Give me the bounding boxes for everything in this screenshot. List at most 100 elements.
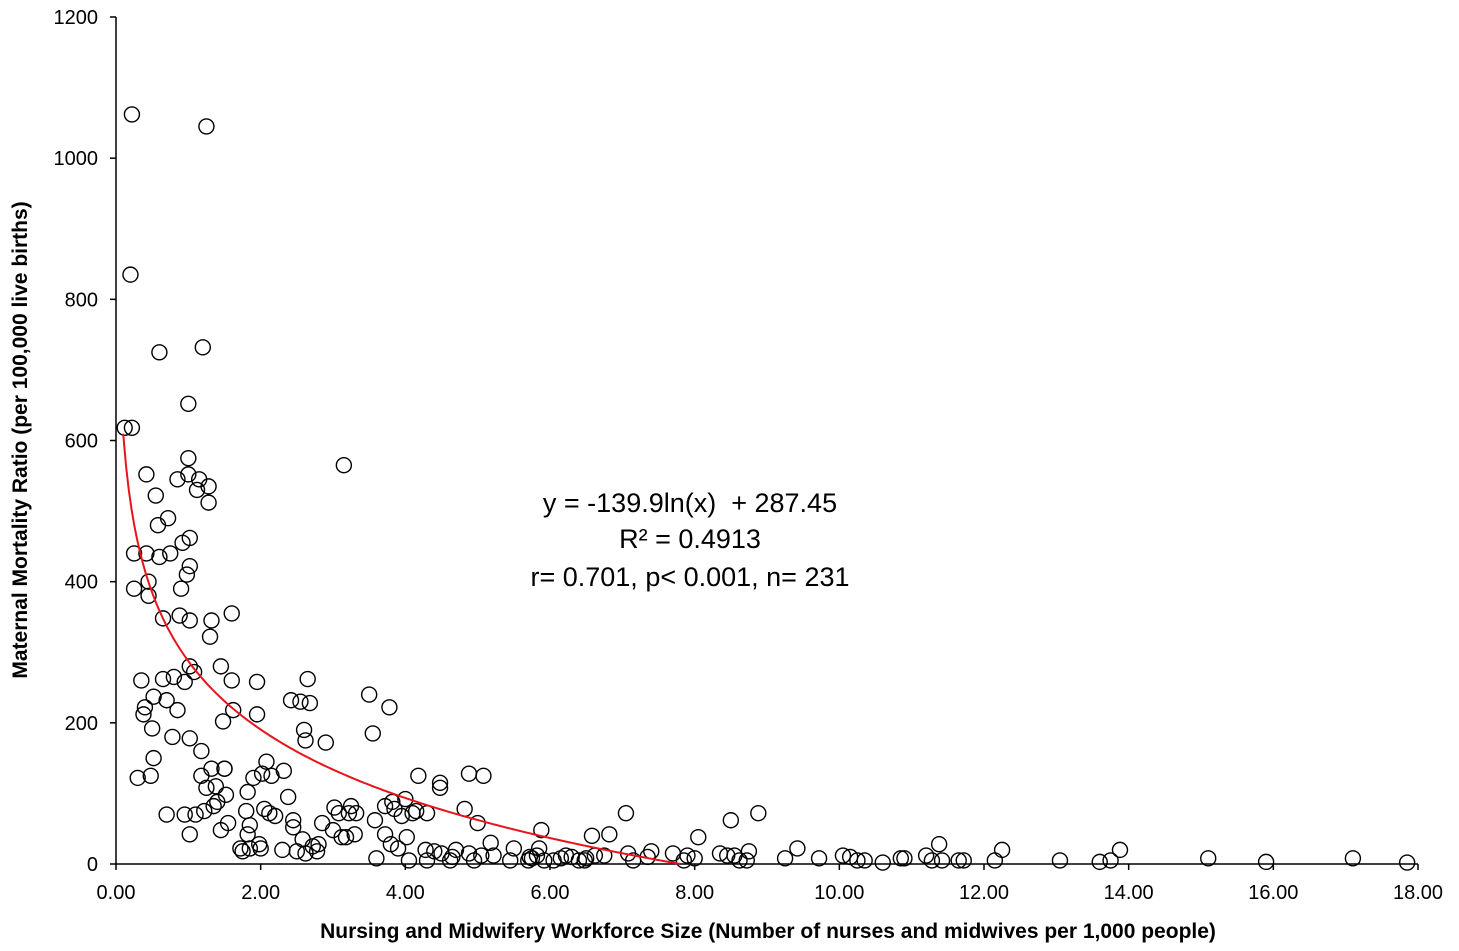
data-point: [282, 692, 300, 709]
data-point: [576, 852, 593, 869]
data-point: [601, 826, 618, 843]
data-point: [136, 699, 154, 716]
data-point: [178, 566, 196, 583]
data-point: [140, 587, 157, 604]
data-point: [441, 852, 459, 869]
data-point: [181, 826, 198, 843]
data-point: [224, 701, 242, 719]
data-point: [149, 517, 167, 534]
data-point: [485, 847, 502, 864]
data-point: [740, 843, 758, 860]
data-point: [722, 812, 740, 829]
data-point: [223, 672, 240, 689]
data-point: [138, 466, 155, 483]
data-point: [955, 852, 972, 869]
data-point: [143, 720, 161, 737]
data-point: [248, 673, 266, 691]
data-point: [664, 845, 682, 862]
data-point: [140, 573, 157, 590]
data-point: [530, 840, 548, 857]
data-point: [326, 799, 343, 816]
x-tick-label: 2.00: [241, 882, 280, 904]
data-point: [393, 807, 410, 825]
data-point: [205, 797, 222, 815]
data-point: [159, 509, 177, 527]
data-point: [986, 852, 1004, 869]
data-point: [237, 802, 255, 820]
data-point: [116, 419, 133, 436]
data-point: [1102, 852, 1119, 869]
data-point: [690, 828, 707, 846]
data-point: [570, 852, 588, 869]
data-point: [460, 765, 478, 782]
data-point: [577, 850, 595, 867]
x-tick-label: 8.00: [675, 882, 714, 904]
data-point: [364, 725, 381, 742]
data-point: [200, 478, 217, 495]
data-point: [1344, 850, 1362, 867]
data-point: [133, 672, 150, 689]
data-point: [125, 580, 143, 597]
data-point: [431, 779, 449, 796]
data-point: [1111, 841, 1129, 859]
data-point: [275, 762, 293, 780]
x-tick-label: 14.00: [1104, 882, 1154, 904]
data-point: [217, 786, 235, 804]
data-point: [1398, 854, 1416, 871]
data-point: [193, 742, 210, 760]
data-point: [219, 814, 237, 832]
regression-equation: y = -139.9ln(x) + 287.45: [543, 488, 837, 518]
data-point: [258, 753, 275, 770]
data-point: [447, 841, 465, 859]
x-tick-label: 6.00: [531, 882, 570, 904]
data-point: [181, 529, 198, 547]
data-point: [810, 850, 828, 867]
data-point: [185, 663, 203, 681]
data-point: [930, 836, 948, 853]
data-point: [950, 852, 967, 869]
data-point: [917, 847, 935, 864]
data-point: [239, 783, 256, 801]
data-point: [1200, 850, 1217, 867]
trendline: [122, 433, 681, 865]
data-point: [180, 466, 197, 483]
data-point: [993, 841, 1011, 859]
data-point: [181, 658, 198, 675]
data-point: [129, 769, 146, 787]
data-point: [346, 826, 363, 843]
data-point: [181, 730, 198, 747]
data-point: [135, 706, 152, 723]
data-point: [181, 557, 198, 575]
data-point: [407, 802, 425, 820]
data-point: [145, 688, 162, 705]
data-point: [675, 852, 693, 869]
data-point: [198, 779, 215, 796]
data-point: [789, 840, 806, 857]
data-point: [340, 804, 358, 822]
statistics-label: r= 0.701, p< 0.001, n= 231: [530, 562, 849, 592]
data-points: [116, 106, 1416, 871]
data-point: [366, 812, 384, 829]
data-point: [216, 760, 233, 777]
data-point: [194, 339, 212, 356]
data-point: [410, 767, 427, 784]
data-point: [138, 545, 155, 562]
x-tick-label: 10.00: [814, 882, 864, 904]
data-point: [892, 850, 910, 867]
data-point: [274, 841, 291, 859]
data-point: [252, 840, 269, 857]
data-point: [158, 692, 175, 709]
data-point: [203, 760, 220, 777]
x-tick-label: 4.00: [386, 882, 425, 904]
data-point: [475, 767, 492, 784]
data-point: [232, 840, 249, 857]
data-point: [417, 841, 434, 859]
data-point: [279, 788, 297, 806]
data-point: [172, 580, 190, 597]
data-point: [212, 658, 230, 675]
data-point: [285, 819, 302, 836]
data-point: [308, 843, 326, 860]
data-point: [731, 852, 748, 869]
data-point: [162, 545, 179, 562]
data-point: [187, 806, 204, 823]
